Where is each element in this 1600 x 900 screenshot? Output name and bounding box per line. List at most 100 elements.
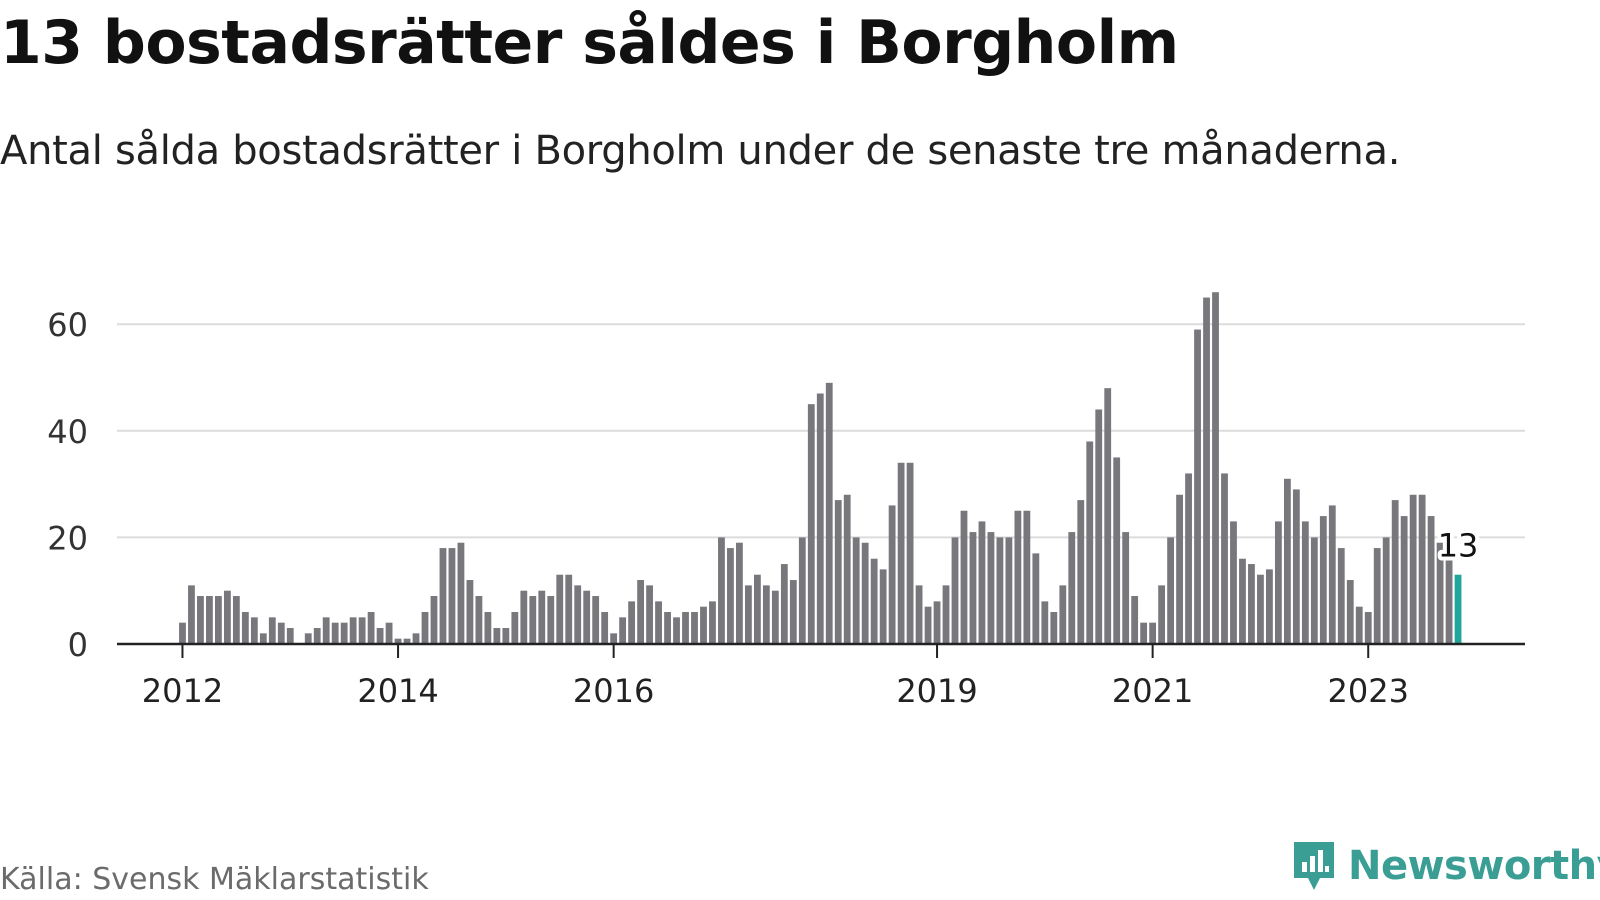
- bar: [610, 633, 618, 644]
- bar: [268, 617, 276, 644]
- bar: [888, 505, 896, 644]
- bar: [1185, 473, 1192, 644]
- bar: [277, 622, 285, 644]
- bar: [924, 606, 932, 644]
- bar: [511, 612, 519, 644]
- bar: [700, 606, 707, 644]
- bar: [349, 617, 357, 644]
- bar: [951, 537, 959, 644]
- bar: [1014, 510, 1022, 644]
- bar: [520, 590, 528, 644]
- bar: [1023, 510, 1031, 644]
- bar: [1158, 585, 1166, 644]
- brand[interactable]: Newsworthy: [1290, 838, 1600, 894]
- bar: [969, 532, 977, 644]
- bar: [753, 574, 761, 644]
- bar: [789, 580, 797, 644]
- bar: [655, 601, 662, 644]
- bar: [897, 462, 905, 644]
- bar: [718, 537, 725, 644]
- bar: [1283, 478, 1291, 644]
- y-tick-label: 0: [68, 626, 88, 664]
- bar: [1328, 505, 1336, 644]
- bar: [1005, 537, 1013, 644]
- bar: [1310, 537, 1318, 644]
- y-axis-ticks: 0 20 40 60: [47, 306, 88, 664]
- bar: [493, 628, 501, 644]
- bar: [241, 612, 249, 644]
- bar: [762, 585, 770, 644]
- bar: [1274, 521, 1282, 644]
- y-tick-label: 20: [47, 519, 88, 557]
- data-label: 13: [1438, 527, 1479, 565]
- bar: [709, 601, 716, 644]
- bar: [816, 393, 824, 644]
- bar: [206, 596, 213, 644]
- bar: [1301, 521, 1309, 644]
- bar: [439, 548, 447, 644]
- bar: [358, 617, 366, 644]
- bar: [870, 558, 878, 644]
- bar: [771, 590, 779, 644]
- bar: [197, 596, 204, 644]
- bar: [1382, 537, 1390, 644]
- bar: [484, 612, 492, 644]
- bar: [987, 532, 995, 644]
- bar: [978, 521, 986, 644]
- bar: [502, 628, 510, 644]
- bar: [942, 585, 950, 644]
- bar: [834, 500, 842, 644]
- bar: [1427, 516, 1435, 644]
- bar: [879, 569, 887, 644]
- bar: [1230, 521, 1237, 644]
- bar: [682, 612, 689, 644]
- bar: [1149, 622, 1157, 644]
- bar: [565, 574, 573, 644]
- bar: [475, 596, 483, 644]
- bar: [1418, 494, 1426, 644]
- bar: [583, 590, 591, 644]
- bar: [1266, 569, 1273, 644]
- bar: [259, 633, 267, 644]
- bar: [403, 638, 411, 644]
- chart-subtitle: Antal sålda bostadsrätter i Borgholm und…: [0, 128, 1401, 174]
- bar: [412, 633, 420, 644]
- bar: [574, 585, 582, 644]
- bar: [664, 612, 671, 644]
- bar: [1436, 542, 1444, 644]
- bar: [547, 596, 555, 644]
- bar: [960, 510, 968, 644]
- bar: [1059, 585, 1067, 644]
- bar: [933, 601, 941, 644]
- bar: [852, 537, 860, 644]
- x-tick-label: 2016: [573, 672, 654, 710]
- bar: [385, 622, 393, 644]
- bar: [1364, 612, 1372, 644]
- bar: [1167, 537, 1174, 644]
- x-tick-label: 2012: [142, 672, 223, 710]
- bar: [646, 585, 653, 644]
- bar: [1391, 500, 1399, 644]
- x-tick-label: 2014: [357, 672, 438, 710]
- y-tick-label: 60: [47, 306, 88, 344]
- bar: [1248, 564, 1255, 644]
- bar: [637, 580, 644, 644]
- bar: [232, 596, 240, 644]
- bar: [1445, 558, 1453, 644]
- bar: [1068, 532, 1076, 644]
- bar: [331, 622, 339, 644]
- bar: [304, 633, 312, 644]
- bar: [179, 622, 186, 644]
- x-axis-ticks: 2012 2014 2016 2019 2021 2023: [142, 644, 1409, 710]
- source-note: Källa: Svensk Mäklarstatistik: [0, 862, 429, 897]
- bar: [1122, 532, 1130, 644]
- bar: [691, 612, 698, 644]
- y-tick-label: 40: [47, 413, 88, 451]
- bars: [179, 292, 1462, 644]
- bar: [1355, 606, 1363, 644]
- bar: [313, 628, 321, 644]
- x-tick-label: 2023: [1328, 672, 1409, 710]
- bar: [601, 612, 609, 644]
- bar: [538, 590, 546, 644]
